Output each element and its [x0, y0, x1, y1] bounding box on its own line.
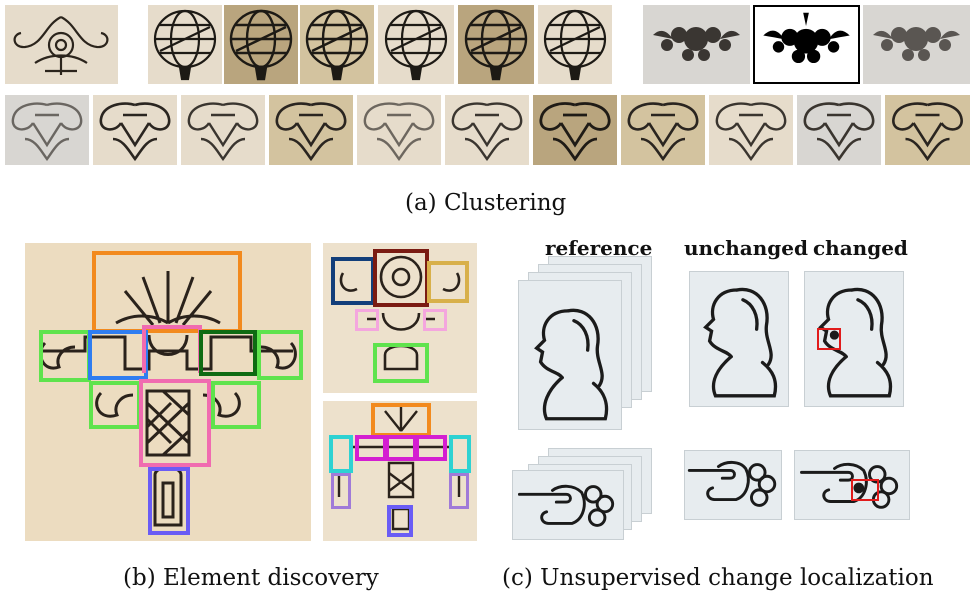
detection-box-cyan-right	[449, 435, 471, 473]
ornament-thumbnail-sphere-1	[148, 5, 222, 84]
detection-box-lavender-left	[331, 473, 351, 509]
detection-box-green-left	[39, 330, 91, 382]
detection-box-light-pink-left	[355, 309, 379, 331]
ornament-panel-small-bottom	[323, 401, 477, 541]
detection-box-green-small	[373, 343, 429, 383]
changed-hand-scan	[794, 450, 910, 520]
detection-box-light-pink-right	[423, 309, 447, 331]
detection-box-magenta-1	[355, 435, 387, 461]
unchanged-head-scan	[689, 271, 789, 407]
ornament-panel-large	[25, 243, 311, 541]
detection-box-green-lower-left	[89, 381, 141, 429]
ornament-thumbnail-scroll-10	[797, 95, 881, 165]
changed-head-scan	[804, 271, 904, 407]
detection-box-pink-top	[142, 325, 202, 373]
detection-box-gold	[427, 261, 469, 303]
ornament-thumbnail-scroll-7	[533, 95, 617, 165]
ornament-thumbnail-sphere-5	[458, 5, 534, 84]
ornament-thumbnail-sphere-3	[300, 5, 374, 84]
detection-box-green-lower-right	[211, 381, 261, 429]
reference-scan-front	[518, 280, 622, 430]
detection-box-purple-small	[387, 505, 413, 537]
ornament-thumbnail-bouquet-1	[643, 5, 750, 84]
unchanged-hand-scan	[684, 450, 782, 520]
caption-element-discovery: (b) Element discovery	[123, 565, 379, 591]
detection-box-cyan-left	[329, 435, 353, 473]
column-label-unchanged: unchanged	[684, 236, 808, 260]
change-highlight-box-head	[817, 328, 841, 350]
ornament-thumbnail-scroll-4	[269, 95, 353, 165]
detection-box-purple	[148, 467, 190, 535]
ornament-panel-small-top	[323, 243, 477, 393]
ornament-thumbnail-sphere-2	[224, 5, 298, 84]
ornament-thumbnail-scroll-2	[93, 95, 177, 165]
ornament-thumbnail-scroll-5	[357, 95, 441, 165]
ornament-thumbnail-scroll-11	[885, 95, 970, 165]
detection-box-navy	[331, 257, 375, 305]
detection-box-blue	[88, 330, 148, 380]
caption-clustering: (a) Clustering	[405, 190, 567, 216]
detection-box-pink-lattice	[139, 379, 211, 467]
ornament-thumbnail-scroll-6	[445, 95, 529, 165]
detection-box-magenta-3	[415, 435, 447, 461]
detection-box-orange-small	[371, 403, 431, 437]
ornament-thumbnail-sphere-4	[378, 5, 454, 84]
ornament-thumbnail-bouquet-2	[753, 5, 860, 84]
column-label-changed: changed	[813, 236, 908, 260]
detection-box-dark-green	[199, 330, 257, 376]
caption-change-localization: (c) Unsupervised change localization	[502, 565, 934, 591]
ornament-thumbnail-scroll-3	[181, 95, 265, 165]
detection-box-orange	[92, 251, 242, 333]
detection-box-lavender-right	[449, 473, 469, 509]
ornament-thumbnail-bouquet-3	[863, 5, 970, 84]
reference-hand-front	[512, 470, 624, 540]
detection-box-magenta-2	[385, 435, 417, 461]
ornament-thumbnail-scroll-9	[709, 95, 793, 165]
detection-box-maroon	[373, 249, 429, 307]
ornament-thumbnail-scroll-1	[5, 95, 89, 165]
ornament-thumbnail-sphere-6	[538, 5, 612, 84]
detection-box-green-right	[257, 330, 303, 380]
ornament-thumbnail-scroll-8	[621, 95, 705, 165]
ornament-thumbnail-flourish	[5, 5, 118, 84]
change-highlight-box-hand	[851, 479, 879, 501]
